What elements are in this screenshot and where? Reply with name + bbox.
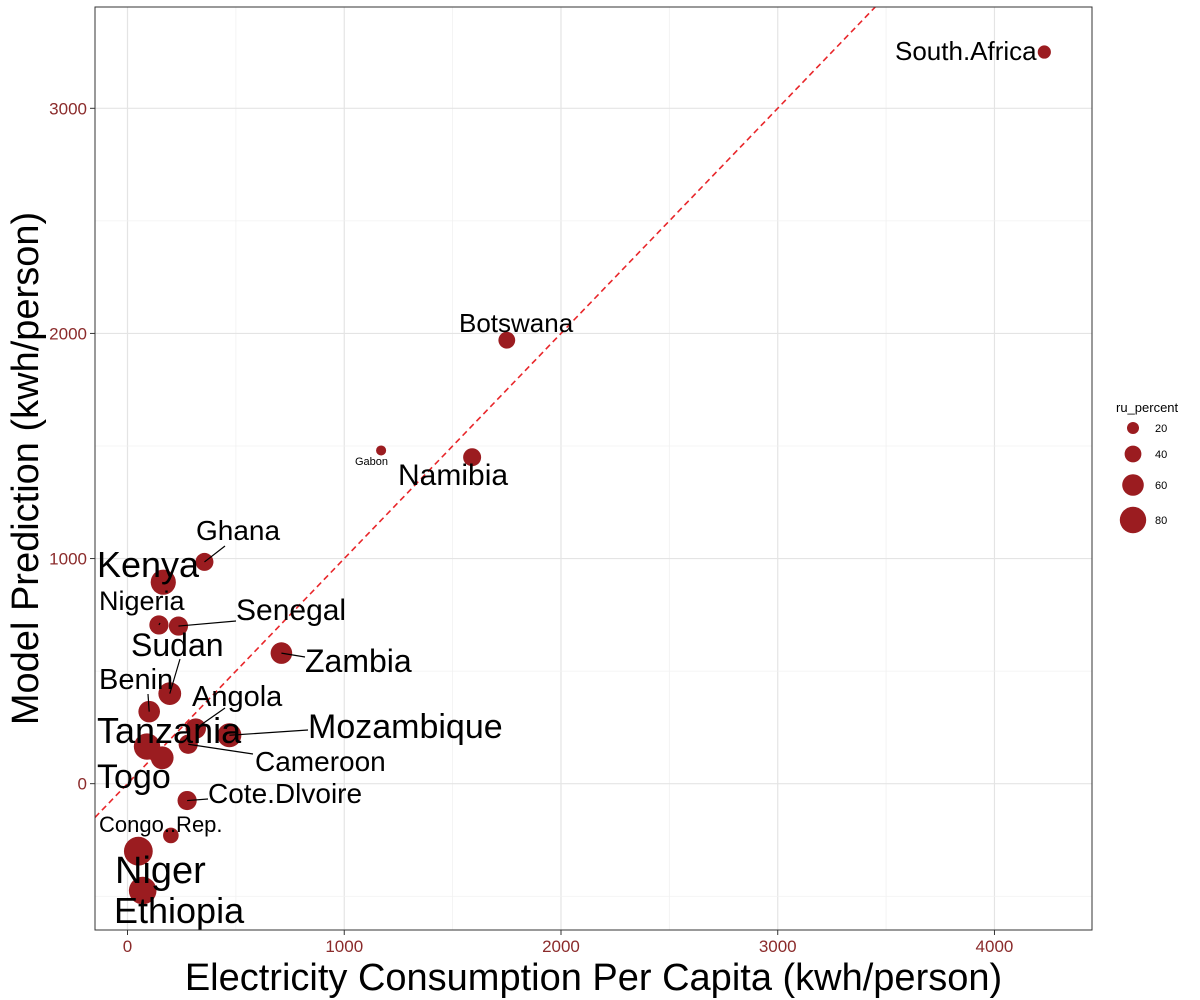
identity-reference-line xyxy=(94,6,876,818)
reference-line-layer xyxy=(94,6,876,818)
point-layer xyxy=(123,45,1051,905)
legend-label-20: 20 xyxy=(1155,423,1167,435)
point-label-kenya: Kenya xyxy=(97,544,200,585)
legend-key-80 xyxy=(1119,506,1147,534)
point-kenya xyxy=(150,569,176,595)
leader-line-senegal xyxy=(178,620,237,627)
legend: ru_percent 20 40 60 80 xyxy=(1116,400,1179,534)
x-tick-label: 4000 xyxy=(976,937,1014,956)
point-label-nigeria: Nigeria xyxy=(99,586,186,616)
point-label-namibia: Namibia xyxy=(398,459,508,492)
point-label-niger: Niger xyxy=(115,850,206,892)
point-label-south-africa: South.Africa xyxy=(895,36,1037,66)
x-tick-label: 3000 xyxy=(759,937,797,956)
legend-title: ru_percent xyxy=(1116,400,1179,415)
point-label-togo: Togo xyxy=(97,758,171,796)
point-niger xyxy=(123,836,153,866)
y-tick-label: 1000 xyxy=(49,550,87,569)
x-tick-label: 1000 xyxy=(325,937,363,956)
point-label-ethiopia: Ethiopia xyxy=(114,890,245,931)
point-south-africa xyxy=(1037,45,1051,59)
leader-line-angola xyxy=(195,707,226,730)
point-label-angola: Angola xyxy=(192,681,283,713)
leader-line-ghana xyxy=(204,545,226,563)
x-axis-title: Electricity Consumption Per Capita (kwh/… xyxy=(185,957,1002,999)
legend-key-20 xyxy=(1127,422,1139,434)
point-label-tanzania: Tanzania xyxy=(97,710,242,751)
leader-line-cameroon xyxy=(188,743,254,755)
point-label-cameroon: Cameroon xyxy=(255,746,386,777)
legend-label-80: 80 xyxy=(1155,515,1167,527)
point-label-congo-rep: Congo..Rep. xyxy=(99,812,223,837)
point-namibia xyxy=(463,448,482,467)
x-tick-label: 2000 xyxy=(542,937,580,956)
x-tick-label: 0 xyxy=(123,937,132,956)
point-nigeria xyxy=(149,615,169,635)
point-label-ghana: Ghana xyxy=(196,515,280,546)
legend-label-40: 40 xyxy=(1155,449,1167,461)
point-togo xyxy=(150,746,174,770)
point-congo-rep xyxy=(163,827,179,844)
point-gabon xyxy=(376,445,387,456)
legend-key-60 xyxy=(1122,474,1144,496)
point-ethiopia xyxy=(128,876,157,905)
leader-line-mozambique xyxy=(229,729,309,736)
leader-line-zambia xyxy=(281,652,306,658)
leader-line-benin xyxy=(147,693,150,712)
y-tick-label: 0 xyxy=(78,775,87,794)
point-label-mozambique: Mozambique xyxy=(308,708,503,746)
grid-layer xyxy=(95,7,1092,930)
point-label-benin: Benin xyxy=(99,664,173,696)
point-label-zambia: Zambia xyxy=(305,643,412,679)
y-tick-label: 2000 xyxy=(49,324,87,343)
y-axis-title: Model Prediction (kwh/person) xyxy=(5,212,47,725)
point-cote-dlvoire xyxy=(177,790,197,811)
point-label-gabon: Gabon xyxy=(355,456,388,468)
leader-line-cote-dlvoire xyxy=(187,798,209,802)
point-botswana xyxy=(498,331,516,349)
y-tick-label: 3000 xyxy=(49,99,87,118)
point-label-sudan: Sudan xyxy=(131,627,224,663)
plot-panel-border xyxy=(94,6,1093,931)
label-layer: South.Africa Botswana Gabon Namibia GhanaKen… xyxy=(97,36,1037,931)
legend-label-60: 60 xyxy=(1155,480,1167,492)
tick-layer: 0 1000 2000 3000 4000 0 1000 2000 3000 xyxy=(49,99,1013,956)
leader-line-sudan xyxy=(169,658,181,694)
point-label-botswana: Botswana xyxy=(459,308,574,338)
leader-line-nigeria xyxy=(158,622,161,626)
legend-key-40 xyxy=(1124,445,1142,463)
point-label-cote-dlvoire: Cote.Dlvoire xyxy=(208,778,362,809)
point-label-senegal: Senegal xyxy=(236,594,346,627)
point-cameroon xyxy=(178,734,198,754)
point-senegal xyxy=(168,616,189,636)
